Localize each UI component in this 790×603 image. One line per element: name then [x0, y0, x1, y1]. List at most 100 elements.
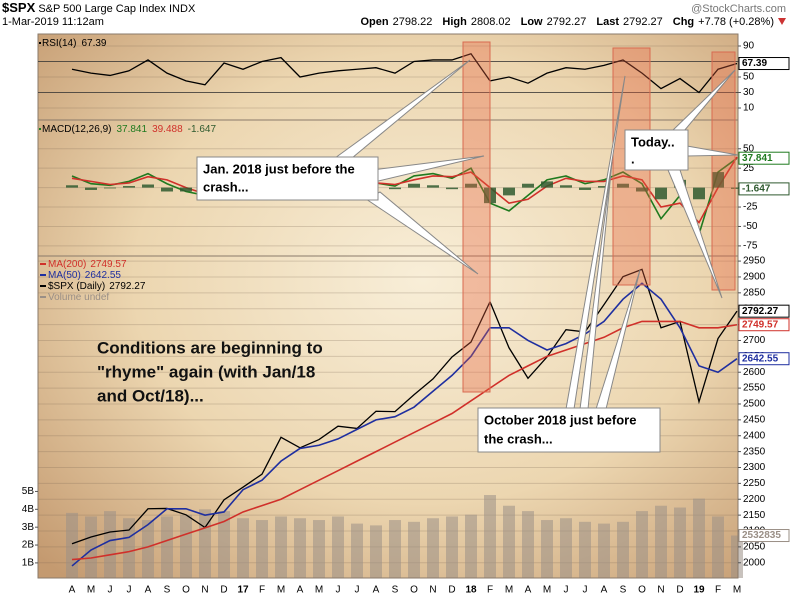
x-tick-label: J — [583, 585, 588, 596]
bar — [161, 187, 173, 192]
y-tick-label: 2900 — [743, 272, 766, 283]
annotation-box — [624, 129, 689, 171]
legend: $SPX (Daily) 2792.27 — [48, 281, 146, 292]
commentary: and Oct/18)... — [97, 386, 204, 405]
bar — [104, 511, 116, 578]
quote-label: Last — [596, 16, 619, 28]
bar — [598, 523, 610, 578]
bar — [541, 520, 553, 578]
bar — [180, 514, 192, 578]
bar — [313, 520, 325, 578]
x-tick-label: J — [355, 585, 360, 596]
bar — [408, 183, 420, 188]
annotation-box — [477, 407, 661, 453]
legend: Volume undef — [48, 292, 109, 303]
bar — [598, 186, 610, 188]
x-tick-label: A — [525, 585, 532, 596]
value-tag-label: 37.841 — [742, 153, 773, 164]
annotation-text: the crash... — [484, 431, 553, 446]
y2-tick-label: 3B — [22, 522, 35, 533]
x-tick-label: F — [259, 585, 265, 596]
x-tick-label: M — [543, 585, 551, 596]
bar — [579, 187, 591, 190]
quote-label: High — [442, 16, 467, 28]
bar — [351, 523, 363, 578]
x-tick-label: A — [373, 585, 380, 596]
x-tick-label: S — [392, 585, 399, 596]
bar — [731, 535, 743, 578]
x-tick-label: D — [676, 585, 683, 596]
series-line — [71, 156, 738, 224]
legend-value: 67.39 — [81, 38, 106, 49]
y-tick-label: 2850 — [743, 287, 766, 298]
panel-frame — [37, 255, 739, 579]
bar — [503, 505, 515, 578]
bar — [256, 520, 268, 578]
bar — [503, 187, 515, 196]
bar — [541, 181, 553, 188]
y-tick-label: 2350 — [743, 446, 766, 457]
y-tick-label: 50 — [743, 143, 755, 154]
y2-tick-label: 4B — [22, 504, 35, 515]
x-tick-label: M — [87, 585, 95, 596]
value-tag — [738, 304, 790, 318]
legend-name: RSI(14) — [42, 38, 76, 49]
x-tick-label: N — [201, 585, 208, 596]
annotation-text: Today.. — [631, 134, 675, 149]
y-tick-label: 2200 — [743, 494, 766, 505]
bar — [85, 516, 97, 578]
bar — [731, 187, 743, 189]
bar — [693, 498, 705, 578]
bar — [218, 511, 230, 578]
y-tick-label: 25 — [743, 163, 755, 174]
bar — [465, 183, 477, 188]
value-tag-label: -1.647 — [742, 184, 771, 195]
y2-tick-label: 2B — [22, 540, 35, 551]
change-icon — [778, 18, 786, 25]
y-tick-label: 2600 — [743, 367, 766, 378]
x-tick-label: 19 — [693, 585, 705, 596]
x-tick-label: M — [277, 585, 285, 596]
x-tick-label: A — [69, 585, 76, 596]
x-tick-label: 17 — [237, 585, 249, 596]
x-tick-label: A — [297, 585, 304, 596]
bar — [180, 187, 192, 192]
legend-name: $SPX (Daily) — [48, 281, 105, 292]
bar — [579, 521, 591, 578]
bar — [427, 185, 439, 188]
value-tag — [738, 182, 790, 196]
value-tag-label: 2749.57 — [742, 319, 779, 330]
legend-name: MA(50) — [48, 270, 81, 281]
x-tick-label: J — [336, 585, 341, 596]
bar — [142, 184, 154, 188]
x-tick-label: N — [657, 585, 664, 596]
annotation-text: . — [631, 151, 635, 166]
bar — [123, 186, 135, 188]
main-layer: 907050301067.39RSI(14)67.3950250-25-50-7… — [22, 33, 790, 596]
bar — [389, 187, 401, 190]
x-tick-label: O — [182, 585, 190, 596]
legend-name: MACD(12,26,9) — [42, 124, 111, 135]
annotation-text: Jan. 2018 just before the — [203, 161, 355, 176]
annotation: Today.. . — [624, 129, 689, 171]
bar — [712, 516, 724, 578]
bar — [712, 172, 724, 188]
y-tick-label: -50 — [743, 221, 758, 232]
commentary: "rhyme" again (with Jan/18 — [97, 362, 315, 381]
bar — [560, 185, 572, 188]
bar — [199, 509, 211, 578]
value-tag — [738, 529, 790, 543]
bar — [66, 512, 78, 578]
legend: MA(200) 2749.57 — [48, 259, 127, 270]
x-tick-label: D — [220, 585, 227, 596]
x-tick-label: S — [164, 585, 171, 596]
x-tick-label: N — [429, 585, 436, 596]
value-tag — [738, 352, 790, 366]
legend: RSI(14) 67.39 — [42, 38, 107, 49]
bar — [85, 187, 97, 190]
legend-value: 2642.55 — [85, 270, 122, 281]
x-tick-label: J — [108, 585, 113, 596]
x-tick-label: A — [145, 585, 152, 596]
annotation: October 2018 just before the crash... — [477, 407, 661, 453]
bar — [693, 187, 705, 200]
